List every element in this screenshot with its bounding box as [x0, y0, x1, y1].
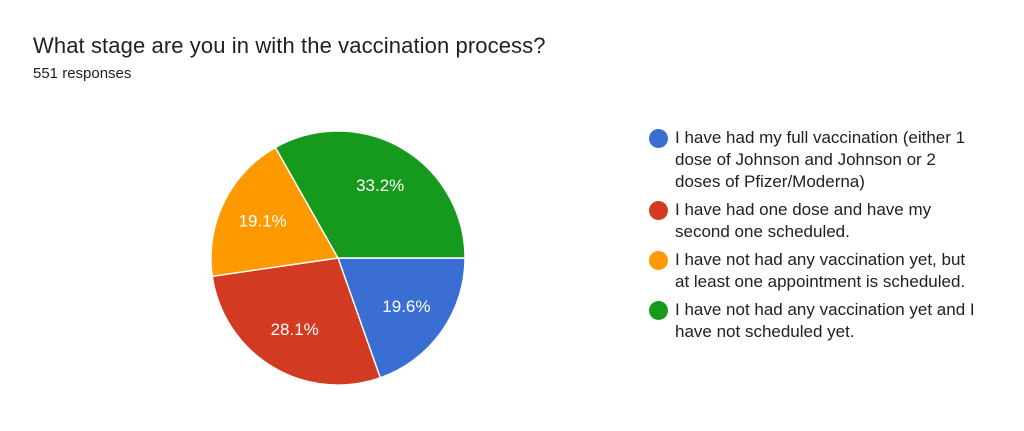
legend-item-0: I have had my full vaccination (either 1…	[649, 127, 989, 193]
legend-swatch-icon	[649, 251, 668, 270]
legend-label: I have had one dose and have my second o…	[675, 200, 932, 241]
chart-legend: I have had my full vaccination (either 1…	[649, 127, 989, 349]
legend-swatch-icon	[649, 129, 668, 148]
legend-label: I have not had any vaccination yet, but …	[675, 250, 966, 291]
pie-slice-value-label: 33.2%	[356, 176, 404, 195]
responses-count: 551 responses	[33, 65, 132, 82]
pie-slice-2[interactable]	[210, 146, 339, 277]
legend-item-3: I have not had any vaccination yet and I…	[649, 299, 989, 343]
legend-item-1: I have had one dose and have my second o…	[649, 199, 989, 243]
legend-item-2: I have not had any vaccination yet, but …	[649, 249, 989, 293]
legend-swatch-icon	[649, 201, 668, 220]
pie-slice-3[interactable]	[274, 130, 466, 259]
pie-slice-value-label: 28.1%	[271, 320, 319, 339]
pie-chart: 19.6% 28.1% 19.1% 33.2%	[210, 130, 466, 386]
pie-slice-value-label: 19.1%	[239, 212, 287, 231]
legend-label: I have not had any vaccination yet and I…	[675, 300, 975, 341]
legend-swatch-icon	[649, 301, 668, 320]
legend-label: I have had my full vaccination (either 1…	[675, 128, 966, 191]
pie-slice-value-label: 19.6%	[382, 297, 430, 316]
question-title: What stage are you in with the vaccinati…	[33, 33, 546, 58]
pie-slice-1[interactable]	[211, 257, 381, 386]
